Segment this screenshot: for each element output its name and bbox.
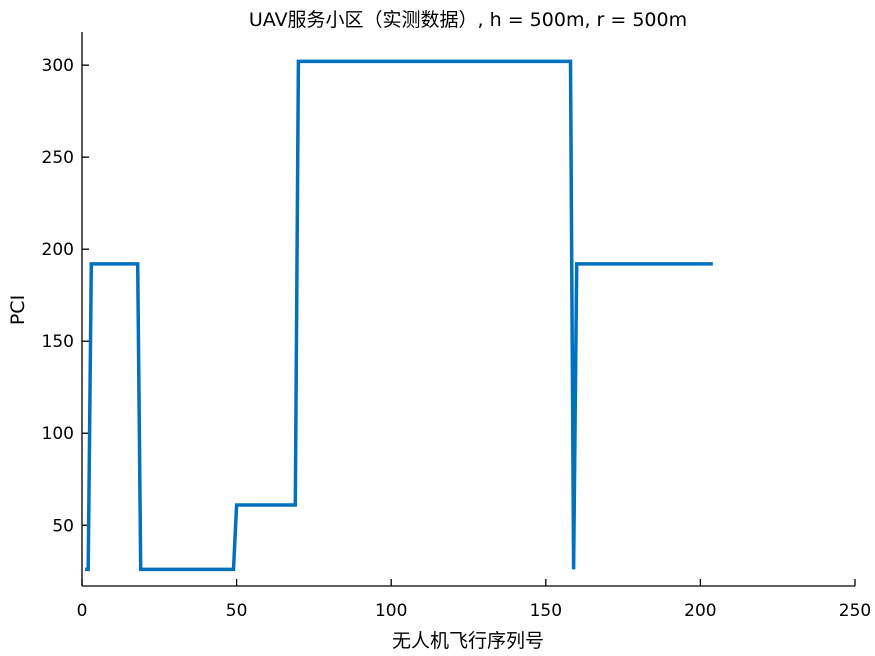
y-tick-label: 50	[52, 516, 74, 536]
series-group	[85, 59, 713, 572]
y-ticks: 50 100 150 200 250 300	[42, 56, 89, 536]
y-tick-label: 200	[42, 240, 74, 260]
y-tick-label: 150	[42, 332, 74, 352]
y-tick-label: 250	[42, 148, 74, 168]
chart-title: UAV服务小区（实测数据）, h = 500m, r = 500m	[249, 9, 687, 31]
plot-area: 0 50 100 150 200 250 50 100 150 200 250 300	[42, 32, 871, 621]
x-tick-label: 50	[226, 601, 248, 621]
x-tick-label: 150	[530, 601, 562, 621]
series-line	[85, 59, 713, 572]
x-tick-label: 0	[77, 601, 88, 621]
x-tick-label: 250	[839, 601, 871, 621]
x-axis-label: 无人机飞行序列号	[392, 630, 544, 652]
y-tick-label: 300	[42, 56, 74, 76]
x-tick-label: 100	[375, 601, 407, 621]
x-tick-label: 200	[684, 601, 716, 621]
y-axis-label: PCI	[7, 295, 29, 325]
x-ticks: 0 50 100 150 200 250	[77, 579, 871, 621]
y-tick-label: 100	[42, 424, 74, 444]
